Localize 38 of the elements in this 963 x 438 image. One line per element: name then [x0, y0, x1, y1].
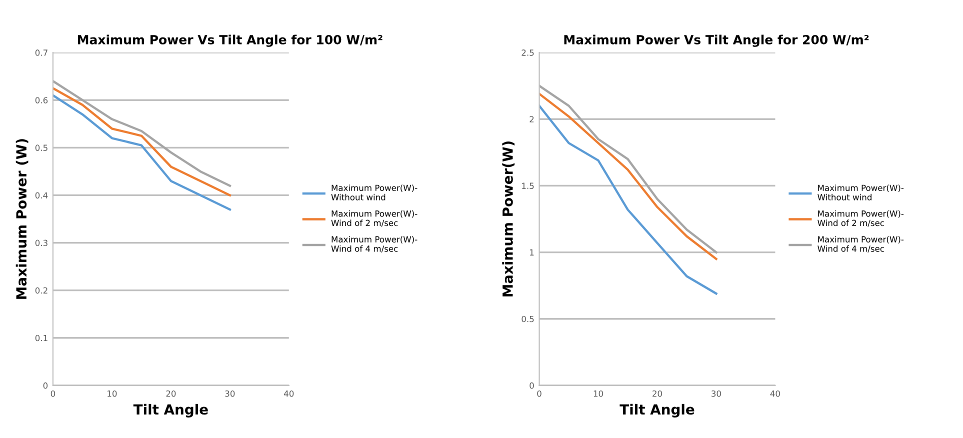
y-tick-label: 0.5: [35, 144, 48, 151]
x-tick-label: 30: [225, 390, 235, 397]
y-axis-title: Maximum Power(W): [502, 141, 515, 296]
x-axis-title: Tilt Angle: [133, 404, 208, 418]
y-axis-title: Maximum Power (W): [16, 139, 28, 299]
y-tick-label: 0.6: [35, 97, 48, 104]
x-tick-label: 40: [284, 390, 294, 397]
y-tick-label: 2.5: [522, 50, 534, 56]
legend-label: Maximum Power(W)- Wind of 4 m/sec: [331, 236, 418, 252]
chart-title: Maximum Power Vs Tilt Angle for 200 W/m²: [564, 34, 869, 47]
y-tick-label: 0.1: [35, 334, 48, 342]
line-series: [52, 94, 232, 211]
y-tick-label: 0.3: [35, 240, 48, 246]
x-tick-label: 20: [652, 390, 662, 397]
x-tick-label: 10: [108, 390, 117, 397]
legend-label: Maximum Power(W)- Without wind: [818, 184, 904, 200]
y-tick-label: 0: [43, 382, 48, 389]
y-tick-label: 1.5: [522, 182, 534, 189]
legend-label: Maximum Power(W)- Wind of 2 m/sec: [818, 210, 904, 227]
line-series: [539, 104, 718, 295]
legend-label: Maximum Power(W)- Without wind: [331, 184, 418, 200]
x-tick-label: 40: [770, 390, 780, 397]
x-tick-label: 0: [50, 390, 56, 397]
x-tick-label: 20: [166, 390, 176, 397]
x-tick-label: 10: [594, 390, 604, 397]
chart-title: Maximum Power Vs Tilt Angle for 100 W/m²: [78, 34, 382, 47]
y-tick-label: 0.5: [522, 316, 534, 322]
y-tick-label: 0: [530, 382, 534, 389]
legend-label: Maximum Power(W)- Wind of 2 m/sec: [331, 210, 418, 227]
y-tick-label: 1: [530, 249, 534, 256]
y-tick-label: 0.2: [35, 287, 48, 294]
y-tick-label: 2: [530, 116, 534, 122]
legend-label: Maximum Power(W)- Wind of 4 m/sec: [818, 236, 904, 252]
x-axis-title: Tilt Angle: [620, 404, 694, 418]
y-tick-label: 0.7: [35, 50, 48, 56]
y-tick-label: 0.4: [35, 192, 48, 199]
x-tick-label: 30: [712, 390, 721, 397]
x-tick-label: 0: [537, 390, 542, 397]
